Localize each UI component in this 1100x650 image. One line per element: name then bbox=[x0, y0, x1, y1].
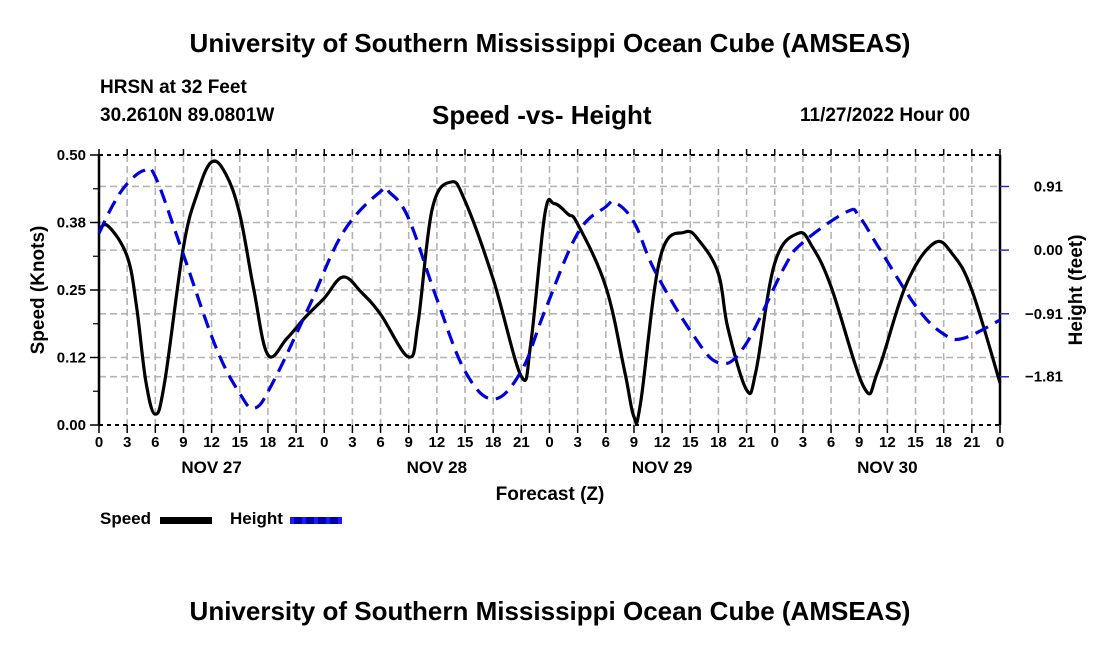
axes: 0 3 6 9 12 15 18 21 0 3 6 9 12 15 18 21 0 3 6 9 12 15 18 21 0 3 6 9… bbox=[57, 147, 1063, 477]
x-tick-label: 9 bbox=[855, 434, 863, 451]
x-tick-label: 3 bbox=[799, 434, 807, 451]
day-label: NOV 28 bbox=[407, 458, 467, 477]
x-tick-label: 0 bbox=[996, 434, 1004, 451]
x-tick-label: 18 bbox=[260, 434, 277, 451]
y-tick-label: 0.12 bbox=[57, 350, 86, 367]
x-tick-label: 12 bbox=[203, 434, 220, 451]
legend-height-label: Height bbox=[230, 509, 283, 528]
series-line-speed bbox=[98, 159, 1002, 425]
x-tick-label: 9 bbox=[405, 434, 413, 451]
x-tick-label: 15 bbox=[682, 434, 699, 451]
station-label: HRSN at 32 Feet bbox=[100, 77, 247, 98]
x-tick-label: 0 bbox=[771, 434, 779, 451]
y2-axis-label: Height (feet) bbox=[1066, 235, 1087, 346]
x-tick-label: 3 bbox=[348, 434, 356, 451]
x-tick-label: 9 bbox=[179, 434, 187, 451]
x-tick-label: 15 bbox=[907, 434, 924, 451]
chart-title: Speed -vs- Height bbox=[432, 100, 652, 130]
y2-tick-label: −1.81 bbox=[1025, 369, 1063, 386]
y-tick-label: 0.00 bbox=[57, 417, 86, 434]
day-label: NOV 27 bbox=[181, 458, 241, 477]
day-label: NOV 29 bbox=[632, 458, 692, 477]
y-axis-label: Speed (Knots) bbox=[28, 226, 49, 355]
x-tick-label: 0 bbox=[320, 434, 328, 451]
x-tick-label: 12 bbox=[654, 434, 671, 451]
x-tick-label: 15 bbox=[457, 434, 474, 451]
y-tick-label: 0.50 bbox=[57, 147, 86, 164]
x-tick-label: 3 bbox=[123, 434, 131, 451]
x-tick-label: 6 bbox=[151, 434, 159, 451]
footer-title: University of Southern Mississippi Ocean… bbox=[189, 596, 911, 626]
x-tick-label: 21 bbox=[513, 434, 530, 451]
run-time-label: 11/27/2022 Hour 00 bbox=[800, 105, 971, 126]
x-tick-label: 0 bbox=[545, 434, 553, 451]
x-tick-label: 12 bbox=[879, 434, 896, 451]
x-tick-label: 6 bbox=[602, 434, 610, 451]
y-tick-label: 0.38 bbox=[57, 215, 86, 232]
day-label: NOV 30 bbox=[857, 458, 917, 477]
y-tick-label: 0.25 bbox=[57, 282, 86, 299]
legend-height-swatch bbox=[290, 517, 342, 524]
x-tick-label: 6 bbox=[827, 434, 835, 451]
x-axis-label: Forecast (Z) bbox=[496, 484, 605, 505]
y2-tick-label: −0.91 bbox=[1025, 306, 1063, 323]
coordinates-label: 30.2610N 89.0801W bbox=[100, 105, 275, 126]
y2-tick-label: 0.00 bbox=[1034, 242, 1063, 259]
y2-tick-label: 0.91 bbox=[1034, 178, 1063, 195]
x-tick-label: 18 bbox=[485, 434, 502, 451]
x-tick-label: 21 bbox=[738, 434, 755, 451]
x-tick-label: 18 bbox=[935, 434, 952, 451]
legend-speed-swatch bbox=[160, 517, 212, 524]
x-tick-label: 15 bbox=[231, 434, 248, 451]
x-tick-label: 21 bbox=[964, 434, 981, 451]
main-title: University of Southern Mississippi Ocean… bbox=[189, 28, 911, 58]
x-tick-label: 0 bbox=[95, 434, 103, 451]
x-tick-label: 6 bbox=[376, 434, 384, 451]
x-tick-label: 21 bbox=[288, 434, 305, 451]
series-line-height bbox=[97, 166, 1001, 411]
x-tick-label: 18 bbox=[710, 434, 727, 451]
x-tick-label: 3 bbox=[573, 434, 581, 451]
legend-speed-label: Speed bbox=[100, 509, 152, 528]
series-layer bbox=[97, 159, 1002, 425]
x-tick-label: 12 bbox=[429, 434, 446, 451]
x-tick-label: 9 bbox=[630, 434, 638, 451]
